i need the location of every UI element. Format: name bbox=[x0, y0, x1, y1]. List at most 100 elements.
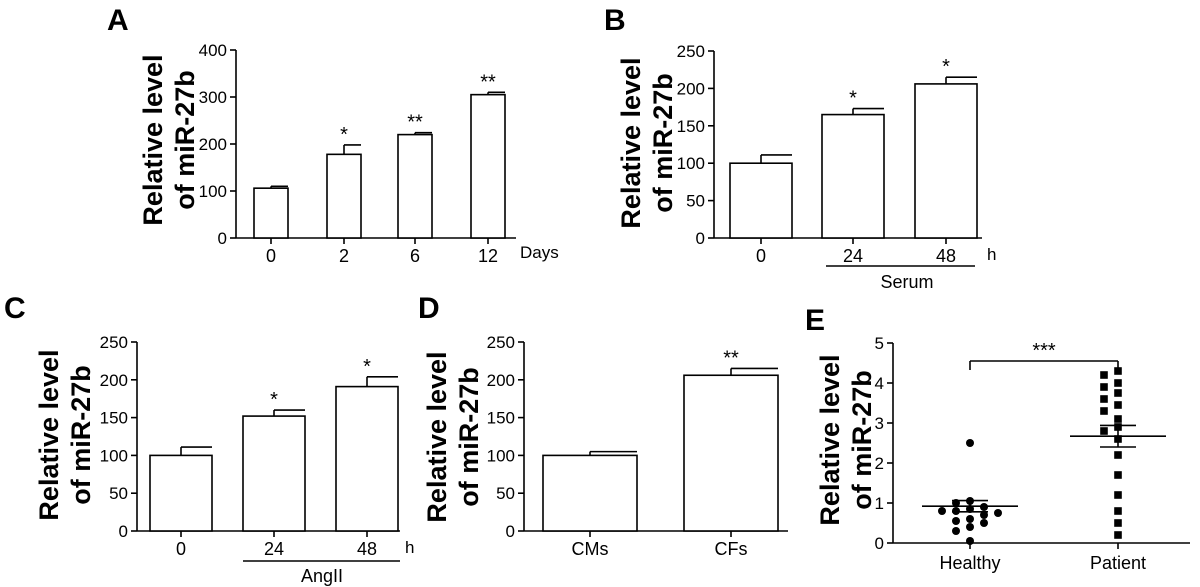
panel-e-patient-point bbox=[1100, 371, 1108, 379]
panel-d-y-tick-label: 250 bbox=[487, 333, 515, 352]
panel-e-healthy-point bbox=[966, 439, 974, 447]
panel-b-y-tick-label: 0 bbox=[696, 229, 705, 248]
panel-e-healthy-point bbox=[952, 527, 960, 535]
panel-b-y-tick-label: 50 bbox=[686, 192, 705, 211]
panel-e-patient-point bbox=[1114, 401, 1122, 409]
panel-d: D Relative level of miR-27b 0 50 100 150 200… bbox=[418, 292, 788, 559]
panel-c-y-tick-label: 250 bbox=[100, 333, 128, 352]
panel-a-y-tick-label: 100 bbox=[199, 182, 227, 201]
panel-e-patient-point bbox=[1114, 379, 1122, 387]
panel-e-healthy-point bbox=[966, 537, 974, 545]
panel-b-bar bbox=[914, 83, 978, 239]
panel-e-healthy-point bbox=[966, 523, 974, 531]
panel-b-letter: B bbox=[604, 4, 626, 37]
panel-e-healthy-point bbox=[980, 511, 988, 519]
panel-c-y-tick-label: 0 bbox=[119, 522, 128, 541]
panel-a-significance-mark: ** bbox=[480, 71, 496, 93]
panel-c-category-label: 0 bbox=[176, 539, 186, 559]
panel-c-y-tick-label: 100 bbox=[100, 446, 128, 465]
panel-e-patient-point bbox=[1100, 383, 1108, 391]
panel-d-category-label: CMs bbox=[572, 539, 609, 559]
panel-c-x-unit: h bbox=[405, 538, 414, 557]
panel-a-ylabel-line2: of miR-27b bbox=[170, 70, 200, 210]
panel-e-patient-point bbox=[1114, 531, 1122, 539]
panel-a-ylabel-line1: Relative level bbox=[138, 54, 168, 225]
panel-c-y-tick-label: 50 bbox=[109, 484, 128, 503]
panel-c-y-tick-label: 200 bbox=[100, 371, 128, 390]
panel-b-y-tick-label: 100 bbox=[677, 154, 705, 173]
panel-a-y-tick-label: 200 bbox=[199, 135, 227, 154]
panel-a-bar bbox=[253, 187, 289, 239]
panel-e-patient-point bbox=[1100, 395, 1108, 403]
panel-b-y-tick-label: 150 bbox=[677, 117, 705, 136]
panel-d-y-tick-label: 150 bbox=[487, 409, 515, 428]
panel-b-bar bbox=[821, 113, 885, 239]
panel-a-bar bbox=[397, 133, 433, 239]
panel-d-y-tick-label: 50 bbox=[496, 484, 515, 503]
panel-c-significance-mark: * bbox=[270, 389, 278, 411]
panel-d-letter: D bbox=[418, 292, 440, 325]
panel-e-y-tick-label: 4 bbox=[875, 374, 884, 393]
panel-e-healthy-point bbox=[938, 507, 946, 515]
panel-e-y-tick-label: 3 bbox=[875, 414, 884, 433]
panel-c-bar bbox=[335, 385, 399, 532]
panel-a-y-tick-label: 400 bbox=[199, 41, 227, 60]
panel-c-bar bbox=[149, 454, 213, 532]
panel-e-patient-point bbox=[1114, 451, 1122, 459]
panel-e-healthy-point bbox=[952, 517, 960, 525]
panel-a-category-label: 12 bbox=[478, 246, 498, 266]
panel-b-bar bbox=[729, 162, 793, 239]
panel-c-group-label: AngII bbox=[301, 566, 343, 586]
panel-e-patient-point bbox=[1114, 367, 1122, 375]
panel-a-y-tick-label: 0 bbox=[218, 229, 227, 248]
panel-b-category-label: 48 bbox=[936, 246, 956, 266]
panel-a-x-unit: Days bbox=[520, 243, 559, 262]
panel-e-patient-point bbox=[1114, 389, 1122, 397]
panel-a-y-tick-label: 300 bbox=[199, 88, 227, 107]
panel-d-ylabel-line2: of miR-27b bbox=[454, 367, 484, 507]
panel-a-category-label: 6 bbox=[410, 246, 420, 266]
panel-d-significance-mark: ** bbox=[723, 347, 739, 369]
panel-e-patient-point bbox=[1114, 519, 1122, 527]
panel-e-y-tick-label: 5 bbox=[875, 334, 884, 353]
panel-a-significance-mark: ** bbox=[407, 112, 423, 134]
panel-a-significance-mark: * bbox=[340, 124, 348, 146]
panel-d-category-label: CFs bbox=[715, 539, 748, 559]
panel-a-bar bbox=[470, 93, 506, 239]
panel-c-significance-mark: * bbox=[363, 356, 371, 378]
panel-e-healthy-point bbox=[980, 519, 988, 527]
panel-d-y-tick-label: 0 bbox=[506, 522, 515, 541]
panel-e-patient-point bbox=[1114, 491, 1122, 499]
panel-d-bar bbox=[683, 374, 779, 532]
panel-e-patient-point bbox=[1114, 415, 1122, 423]
panel-e-significance-mark: *** bbox=[1032, 340, 1056, 362]
panel-b-y-tick-label: 200 bbox=[677, 79, 705, 98]
panel-c-bar bbox=[242, 415, 306, 532]
panel-a: A Relative level of miR-27b Days 0 100 200… bbox=[107, 4, 559, 266]
panel-b-significance-mark: * bbox=[942, 56, 950, 78]
panel-e-category-label: Healthy bbox=[939, 553, 1000, 573]
panel-c-ylabel-line1: Relative level bbox=[34, 349, 64, 520]
panel-a-category-label: 0 bbox=[266, 246, 276, 266]
panel-d-y-tick-label: 200 bbox=[487, 371, 515, 390]
panel-a-category-label: 2 bbox=[339, 246, 349, 266]
panel-c-category-label: 24 bbox=[264, 539, 284, 559]
panel-e-ylabel-line2: of miR-27b bbox=[847, 370, 877, 510]
panel-e-patient-point bbox=[1100, 427, 1108, 435]
panel-b-group-label: Serum bbox=[880, 272, 933, 292]
panel-e-patient-point bbox=[1114, 471, 1122, 479]
panel-a-bar bbox=[326, 153, 362, 239]
panel-b: B Relative level of miR-27b h Serum 0 50 1… bbox=[604, 4, 996, 292]
panel-e-y-tick-label: 0 bbox=[875, 534, 884, 553]
panel-b-ylabel-line1: Relative level bbox=[616, 57, 646, 228]
panel-d-ylabel-line1: Relative level bbox=[422, 351, 452, 522]
panel-e-healthy-point bbox=[994, 509, 1002, 517]
panel-a-letter: A bbox=[107, 4, 129, 37]
panel-b-category-label: 24 bbox=[843, 246, 863, 266]
panel-e-letter: E bbox=[805, 304, 825, 337]
panel-e-y-tick-label: 1 bbox=[875, 494, 884, 513]
panel-e-category-label: Patient bbox=[1090, 553, 1146, 573]
panel-e: E Relative level of miR-27b 0 1 2 3 4 5 Health… bbox=[805, 304, 1190, 573]
panel-b-ylabel-line2: of miR-27b bbox=[648, 73, 678, 213]
